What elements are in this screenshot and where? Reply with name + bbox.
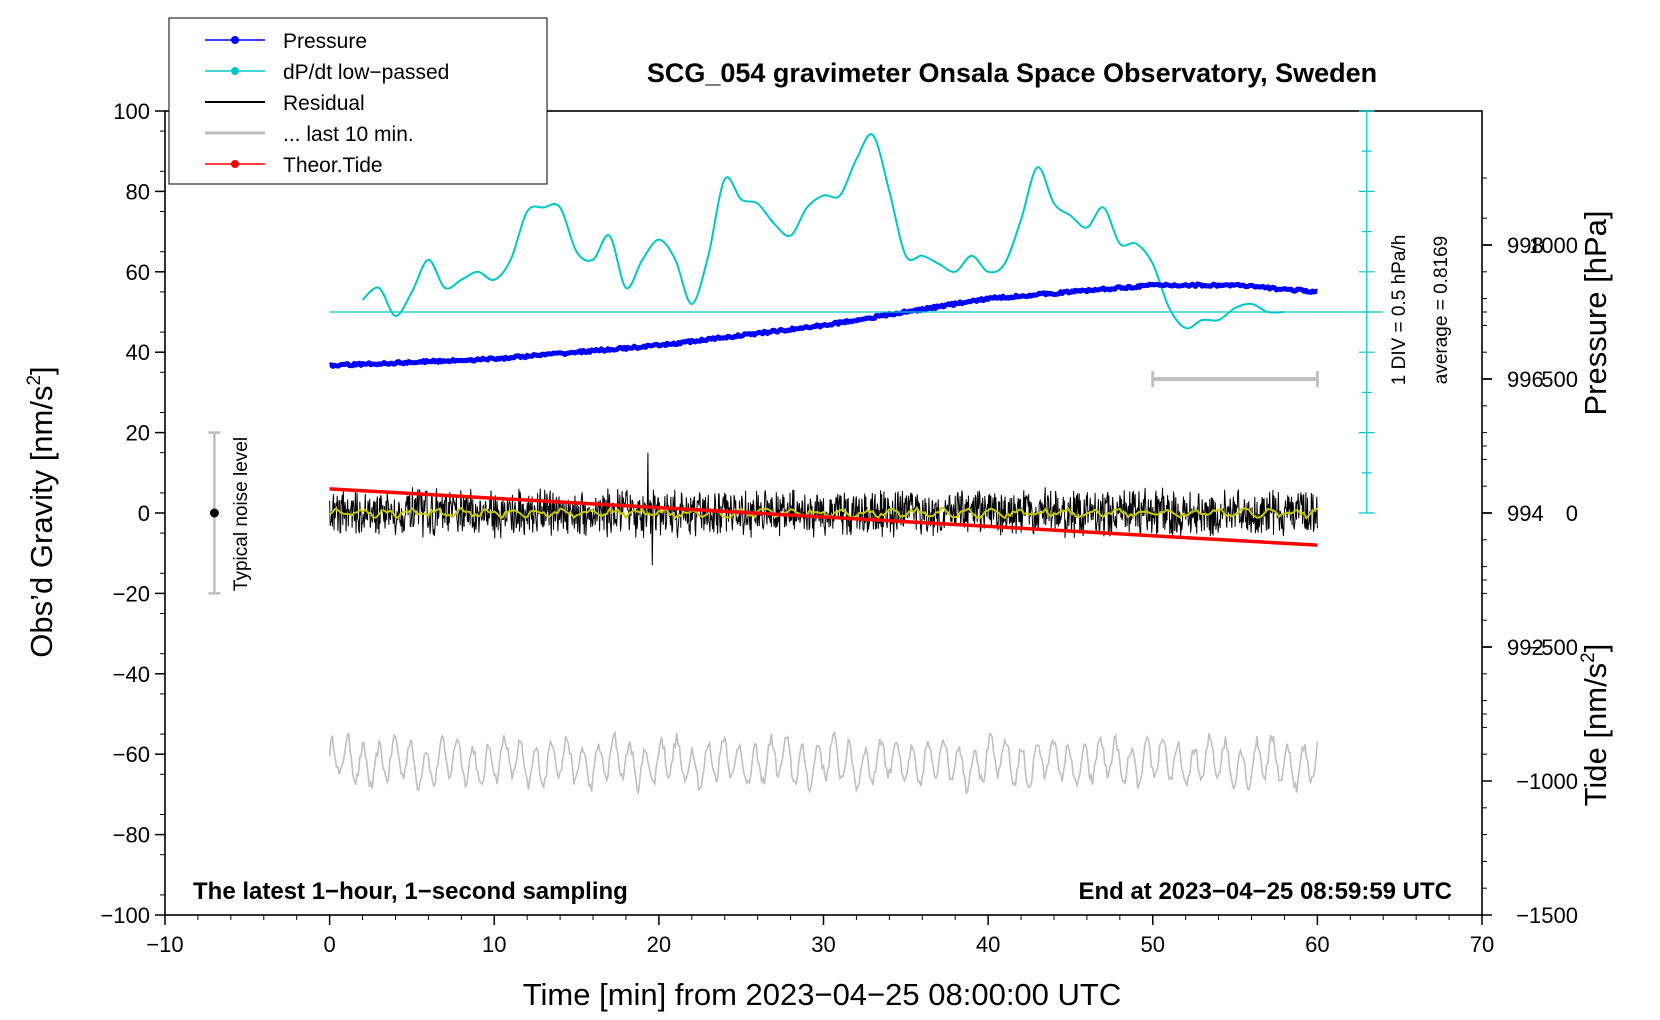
legend-marker-tide <box>231 160 239 168</box>
tide-label-close: ] <box>1578 644 1613 653</box>
legend-label-pressure: Pressure <box>283 30 367 53</box>
gravity-tick-label: 40 <box>126 340 150 365</box>
legend-label-last10: ... last 10 min. <box>283 123 414 146</box>
gravity-tick-label: 80 <box>126 179 150 204</box>
chart-title: SCG_054 gravimeter Onsala Space Observat… <box>647 58 1377 88</box>
dpdt-series <box>361 133 1285 330</box>
y-axis-label-tide: Tide [nm/s2] <box>1578 644 1613 807</box>
x-tick-label: 50 <box>1141 932 1165 957</box>
pressure-series <box>328 281 1319 369</box>
x-tick-label: 20 <box>647 932 671 957</box>
pressure-tick-label: 996 <box>1507 367 1544 392</box>
sampling-note: The latest 1−hour, 1−second sampling <box>193 878 628 905</box>
x-tick-label: 0 <box>324 932 336 957</box>
gravity-tick-label: 20 <box>126 421 150 446</box>
legend-label-residual: Residual <box>283 92 365 115</box>
x-tick-label: −10 <box>146 932 183 957</box>
legend-label-dpdt: dP/dt low−passed <box>283 61 449 84</box>
average-label: average = 0.8169 <box>1431 236 1452 384</box>
y-axis-label-close: ] <box>24 366 59 375</box>
pressure-tick-label: 994 <box>1507 501 1544 526</box>
last10-series <box>328 730 1319 796</box>
noise-level-label: Typical noise level <box>231 437 252 591</box>
residual-series <box>329 452 1318 566</box>
tide-tick-label: 500 <box>1541 367 1578 392</box>
x-tick-label: 10 <box>482 932 506 957</box>
tide-tick-label: −1000 <box>1516 769 1578 794</box>
residual-smoothed-series <box>329 505 1318 520</box>
legend: Pressure dP/dt low−passed Residual ... l… <box>168 17 548 185</box>
tide-tick-label: 0 <box>1566 501 1578 526</box>
gravity-tick-label: −100 <box>100 903 150 928</box>
gravity-tick-label: 60 <box>126 260 150 285</box>
tide-label-superscript: 2 <box>1578 652 1599 663</box>
y-axis-label-gravity: Obs’d Gravity [nm/s2] <box>24 366 59 657</box>
legend-marker-dpdt <box>231 67 239 75</box>
end-time-note: End at 2023−04−25 08:59:59 UTC <box>1078 878 1452 905</box>
tide-tick-label: −500 <box>1528 635 1578 660</box>
gravity-axis-ticks: 100 80 60 40 20 0 −20 −40 −60 −80 −100 <box>100 99 165 928</box>
series-layer <box>328 133 1319 796</box>
pressure-tick-label: 992 <box>1507 635 1544 660</box>
x-axis-ticks: −10 0 10 20 30 40 50 60 70 <box>146 915 1494 957</box>
tide-axis-ticks: 1000 500 0 −500 −1000 −1500 <box>1482 217 1578 928</box>
tide-series <box>329 487 1318 547</box>
gravity-tick-label: 100 <box>113 99 150 124</box>
x-tick-label: 70 <box>1470 932 1494 957</box>
tide-tick-label: 1000 <box>1529 233 1578 258</box>
noise-level-center-dot <box>209 508 219 518</box>
gravity-tick-label: −60 <box>113 742 150 767</box>
y-axis-label-superscript: 2 <box>24 375 45 386</box>
gravity-tick-label: −80 <box>113 823 150 848</box>
annotation-layer <box>208 110 1384 595</box>
x-axis-label: Time [min] from 2023−04−25 08:00:00 UTC <box>523 977 1122 1012</box>
pressure-axis-ticks: 998 996 994 992 <box>1482 177 1544 715</box>
x-tick-label: 40 <box>976 932 1000 957</box>
legend-label-tide: Theor.Tide <box>283 154 383 177</box>
y-axis-label-pressure: Pressure [hPa] <box>1578 210 1613 415</box>
gravity-tick-label: −20 <box>113 581 150 606</box>
x-tick-label: 30 <box>811 932 835 957</box>
div-label: 1 DIV = 0.5 hPa/h <box>1389 235 1410 386</box>
pressure-tick-label: 998 <box>1507 233 1544 258</box>
tide-tick-label: −1500 <box>1516 903 1578 928</box>
gravity-tick-label: 0 <box>138 501 150 526</box>
legend-marker-pressure <box>231 36 239 44</box>
gravity-tick-label: −40 <box>113 662 150 687</box>
x-tick-label: 60 <box>1305 932 1329 957</box>
